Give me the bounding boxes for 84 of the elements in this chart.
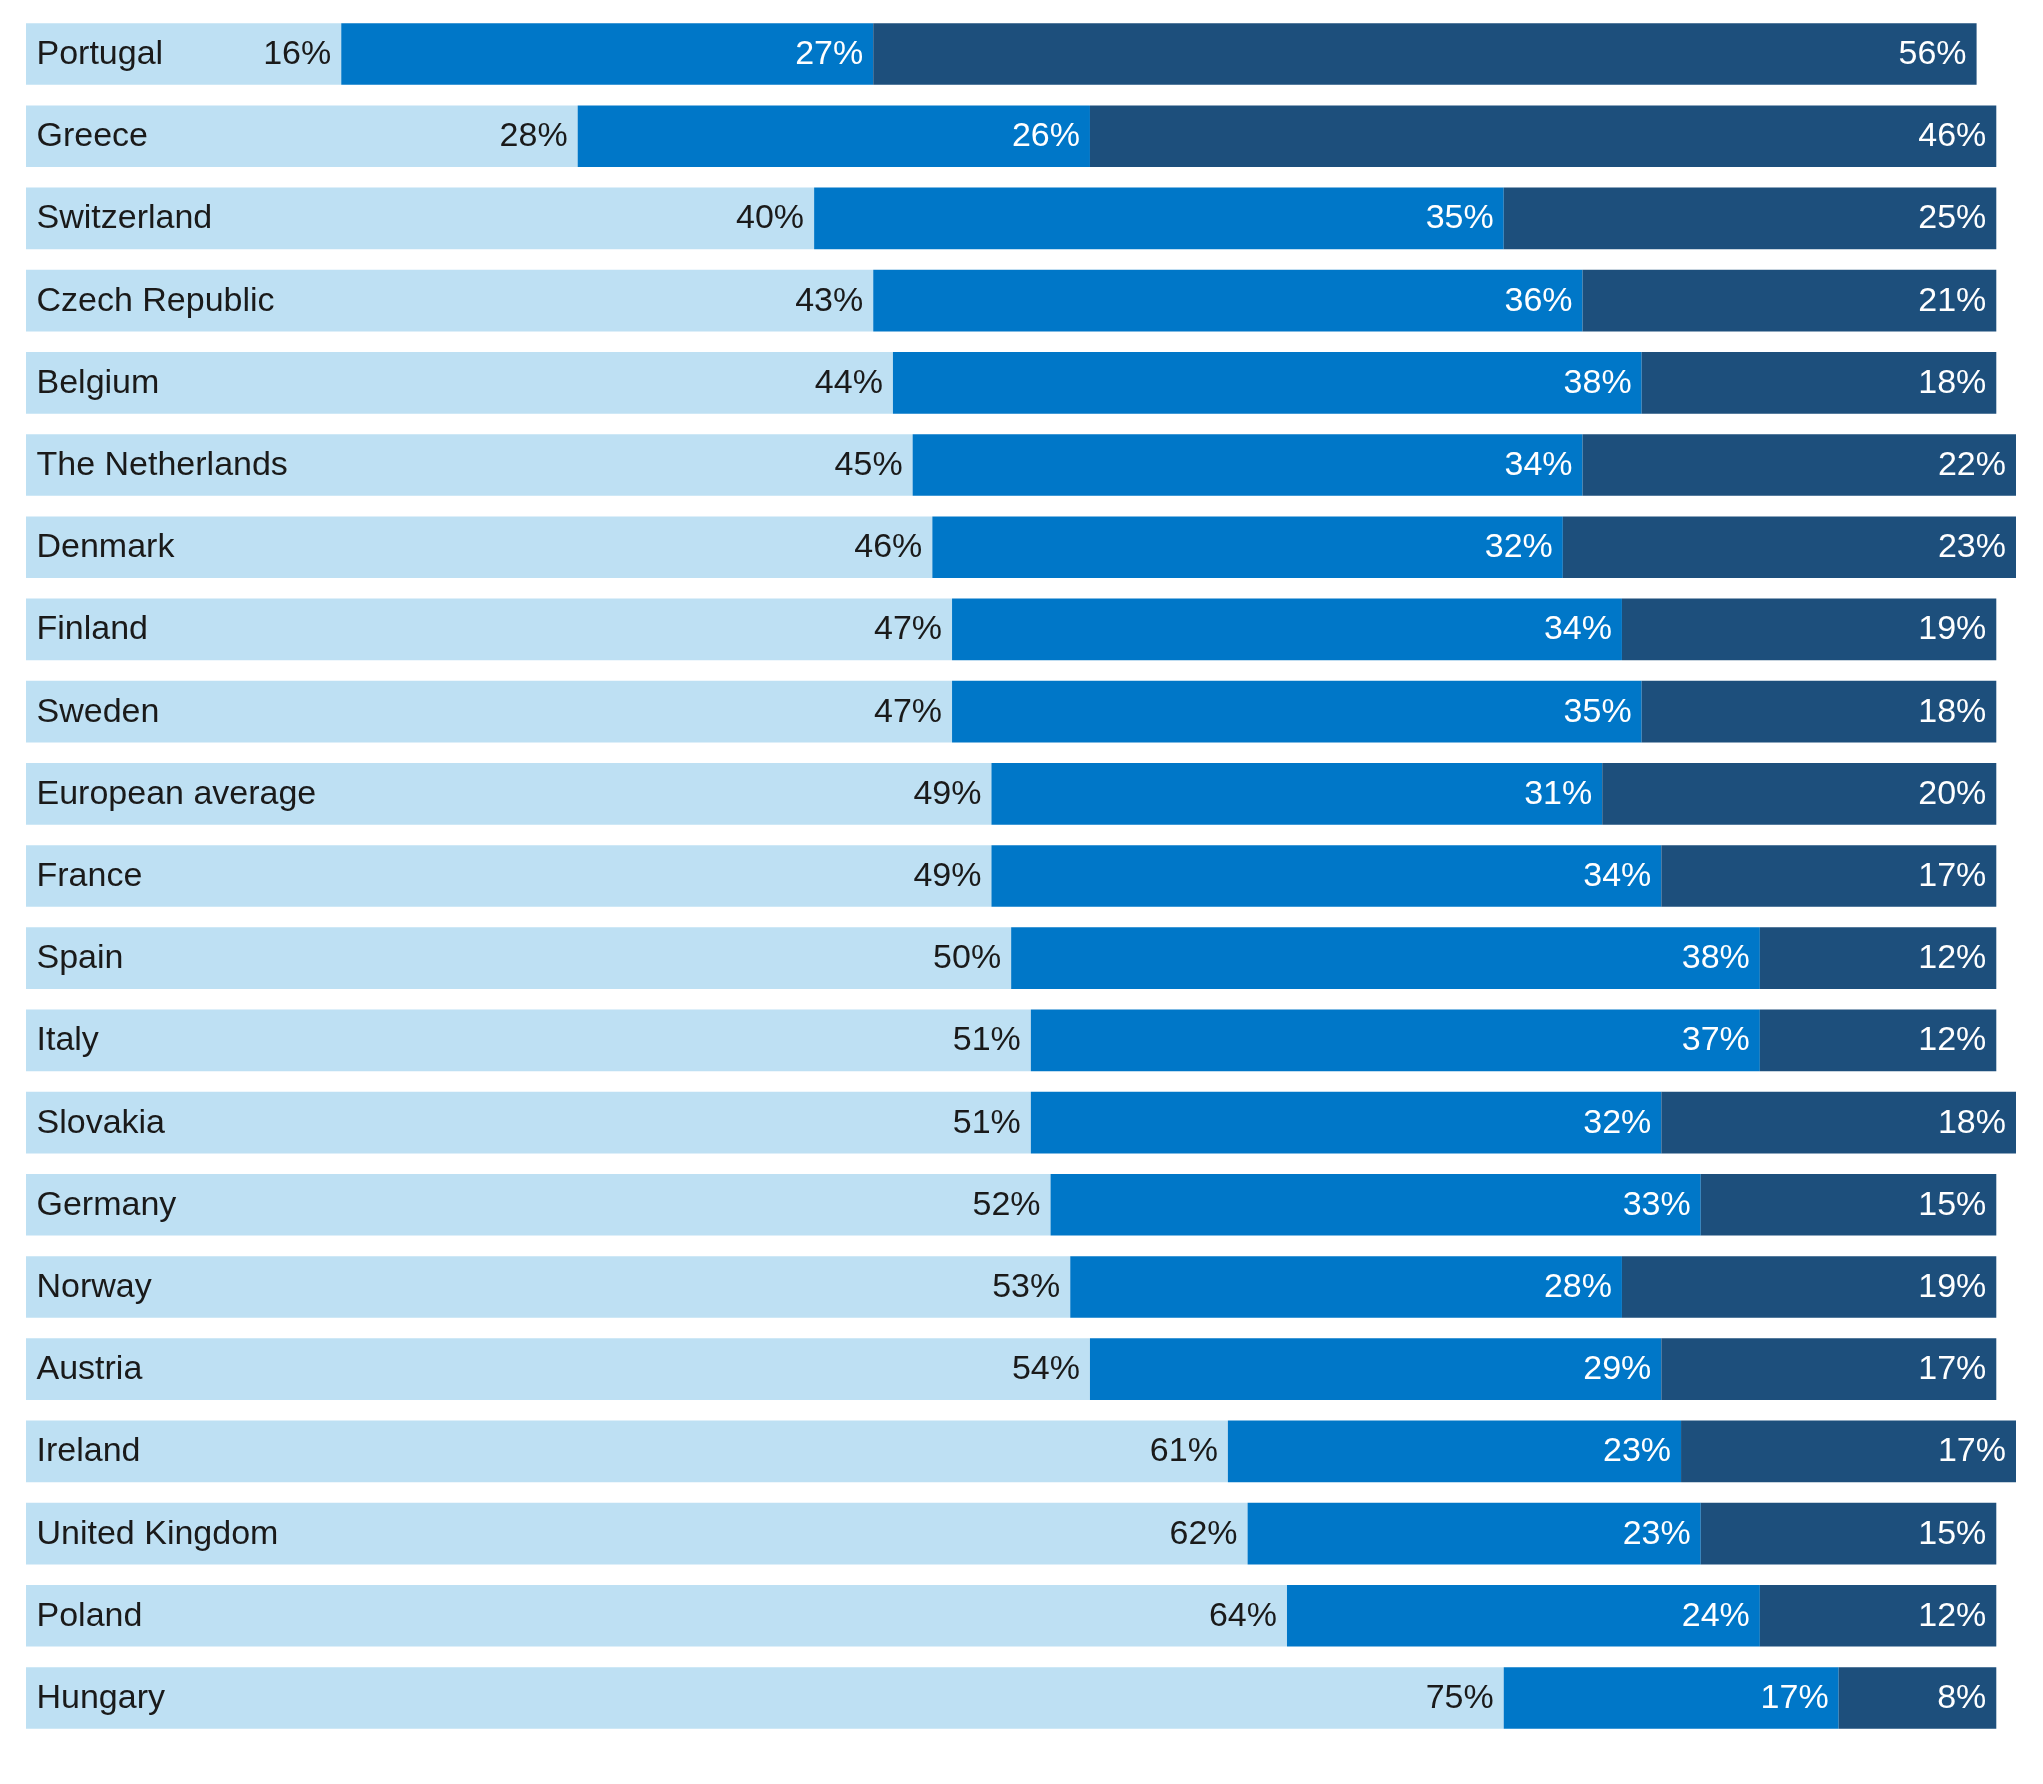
data-label: 61% — [1149, 1430, 1218, 1469]
data-label: 23% — [1937, 526, 2006, 565]
data-label: 17% — [1937, 1430, 2006, 1469]
data-label: 37% — [1681, 1019, 1750, 1058]
data-label: 47% — [873, 690, 943, 729]
y-tick-label: France — [36, 855, 143, 893]
data-label: 49% — [913, 855, 982, 893]
data-label: 17% — [1760, 1676, 1829, 1715]
data-label: 62% — [1169, 1512, 1238, 1551]
data-label: 25% — [1918, 197, 1987, 236]
data-label: 35% — [1425, 197, 1494, 236]
data-label: 34% — [1543, 608, 1612, 647]
y-tick-label: Switzerland — [36, 197, 213, 236]
data-label: 35% — [1563, 690, 1632, 729]
data-label: 18% — [1937, 1101, 2006, 1140]
data-label: 12% — [1918, 937, 1987, 976]
data-label: 16% — [263, 33, 332, 72]
y-tick-label: Denmark — [36, 526, 176, 565]
data-label: 49% — [913, 772, 982, 811]
data-label: 18% — [1918, 690, 1987, 729]
y-tick-label: Hungary — [36, 1676, 166, 1715]
data-label: 17% — [1918, 855, 1987, 893]
data-label: 15% — [1918, 1183, 1987, 1222]
data-label: 20% — [1918, 772, 1987, 811]
data-label: 33% — [1622, 1183, 1691, 1222]
data-label: 19% — [1918, 608, 1987, 647]
data-label: 28% — [499, 115, 568, 154]
data-label: 23% — [1622, 1512, 1691, 1551]
data-label: 46% — [1918, 115, 1987, 154]
data-label: 28% — [1543, 1265, 1612, 1304]
data-label: 36% — [1504, 279, 1573, 318]
data-label: 50% — [933, 937, 1002, 976]
y-tick-label: Sweden — [36, 690, 160, 729]
y-tick-label: Greece — [36, 115, 148, 154]
y-tick-label: Italy — [36, 1019, 99, 1058]
y-tick-label: United Kingdom — [36, 1512, 279, 1551]
y-tick-label: The Netherlands — [36, 444, 288, 483]
data-label: 46% — [854, 526, 923, 565]
data-label: 22% — [1937, 444, 2006, 483]
data-label: 43% — [795, 279, 864, 318]
data-label: 19% — [1918, 1265, 1987, 1304]
y-tick-label: Portugal — [36, 33, 164, 72]
data-label: 51% — [952, 1101, 1021, 1140]
y-tick-label: Spain — [36, 937, 124, 976]
data-label: 24% — [1681, 1594, 1750, 1633]
y-tick-label: Norway — [36, 1265, 152, 1304]
data-label: 32% — [1484, 526, 1553, 565]
data-label: 51% — [952, 1019, 1021, 1058]
data-label: 44% — [814, 361, 883, 400]
y-tick-label: Germany — [36, 1183, 177, 1222]
data-label: 34% — [1583, 855, 1652, 893]
data-label: 52% — [972, 1183, 1041, 1222]
data-label: 27% — [795, 33, 864, 72]
y-tick-label: Belgium — [36, 361, 160, 400]
data-label: 17% — [1918, 1348, 1987, 1387]
y-tick-label: Czech Republic — [36, 279, 275, 318]
y-tick-label: Slovakia — [36, 1101, 166, 1140]
y-tick-label: European average — [36, 772, 317, 811]
data-label: 32% — [1583, 1101, 1652, 1140]
data-label: 40% — [736, 197, 805, 236]
y-tick-label: Austria — [36, 1348, 143, 1387]
y-tick-label: Finland — [36, 608, 149, 647]
data-label: 29% — [1583, 1348, 1652, 1387]
y-tick-label: Poland — [36, 1594, 143, 1633]
data-label: 23% — [1602, 1430, 1672, 1469]
data-label: 34% — [1504, 444, 1573, 483]
data-label: 53% — [992, 1265, 1061, 1304]
data-label: 18% — [1918, 361, 1987, 400]
data-label: 26% — [1011, 115, 1080, 154]
data-label: 54% — [1011, 1348, 1080, 1387]
data-label: 45% — [834, 444, 903, 483]
data-label: 12% — [1918, 1019, 1987, 1058]
data-label: 38% — [1681, 937, 1750, 976]
data-label: 15% — [1918, 1512, 1987, 1551]
data-label: 8% — [1937, 1676, 1987, 1715]
data-label: 12% — [1918, 1594, 1987, 1633]
data-label: 38% — [1563, 361, 1632, 400]
data-label: 47% — [873, 608, 943, 647]
data-label: 31% — [1524, 772, 1593, 811]
data-label: 75% — [1425, 1676, 1494, 1715]
data-label: 56% — [1898, 33, 1967, 72]
data-label: 64% — [1208, 1594, 1277, 1633]
data-label: 21% — [1918, 279, 1987, 318]
y-tick-label: Ireland — [36, 1430, 141, 1469]
